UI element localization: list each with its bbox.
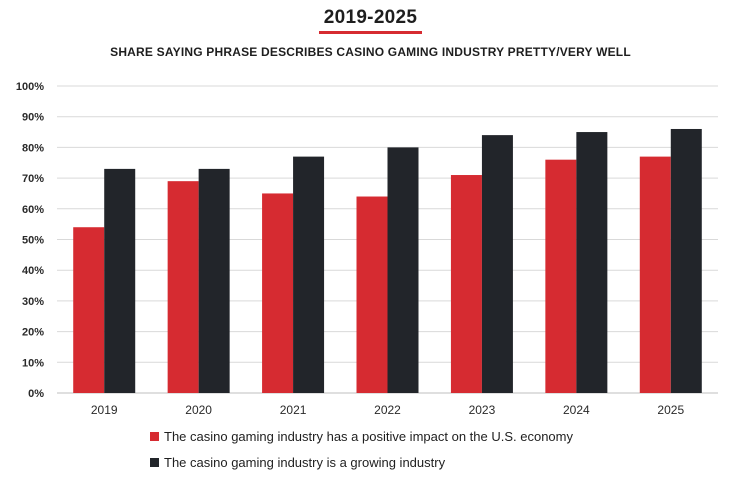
chart-title: 2019-2025 — [323, 7, 418, 28]
bar-growing-industry-2021 — [293, 156, 325, 393]
legend-item-series-1: The casino gaming industry has a positiv… — [150, 429, 573, 444]
title-underline — [319, 31, 422, 34]
legend-label-series-2: The casino gaming industry is a growing … — [164, 455, 446, 470]
bar-positive-impact-2022 — [356, 196, 388, 393]
x-tick-label: 2025 — [657, 403, 684, 417]
chart-subtitle: SHARE SAYING PHRASE DESCRIBES CASINO GAM… — [110, 45, 631, 59]
y-tick-label: 80% — [22, 142, 44, 154]
legend-item-series-2: The casino gaming industry is a growing … — [150, 455, 445, 470]
y-tick-label: 100% — [16, 81, 44, 93]
bar-positive-impact-2023 — [450, 175, 482, 393]
x-tick-label: 2021 — [280, 403, 307, 417]
bar-positive-impact-2020 — [167, 181, 199, 393]
y-tick-label: 60% — [22, 204, 44, 216]
y-tick-label: 50% — [22, 235, 44, 247]
bar-positive-impact-2019 — [73, 227, 105, 393]
bar-growing-industry-2025 — [670, 128, 702, 394]
bar-growing-industry-2019 — [104, 168, 136, 393]
bar-positive-impact-2025 — [639, 156, 671, 393]
bar-growing-industry-2024 — [576, 132, 608, 394]
y-tick-label: 70% — [22, 173, 44, 185]
y-tick-label: 40% — [22, 265, 44, 277]
legend-label-series-1: The casino gaming industry has a positiv… — [164, 429, 573, 444]
x-tick-label: 2023 — [469, 403, 496, 417]
y-tick-label: 90% — [22, 112, 44, 124]
legend-swatch-red — [150, 432, 159, 441]
bar-growing-industry-2023 — [481, 135, 513, 393]
y-tick-label: 20% — [22, 327, 44, 339]
bar-growing-industry-2022 — [387, 147, 419, 393]
legend-swatch-black — [150, 458, 159, 467]
bar-positive-impact-2024 — [545, 159, 577, 393]
x-tick-label: 2019 — [91, 403, 118, 417]
x-tick-label: 2024 — [563, 403, 590, 417]
bar-growing-industry-2020 — [198, 168, 230, 393]
y-tick-label: 30% — [22, 296, 44, 308]
x-tick-label: 2020 — [185, 403, 212, 417]
y-tick-label: 0% — [28, 388, 44, 400]
y-tick-label: 10% — [22, 357, 44, 369]
x-tick-label: 2022 — [374, 403, 401, 417]
bar-positive-impact-2021 — [262, 193, 294, 393]
